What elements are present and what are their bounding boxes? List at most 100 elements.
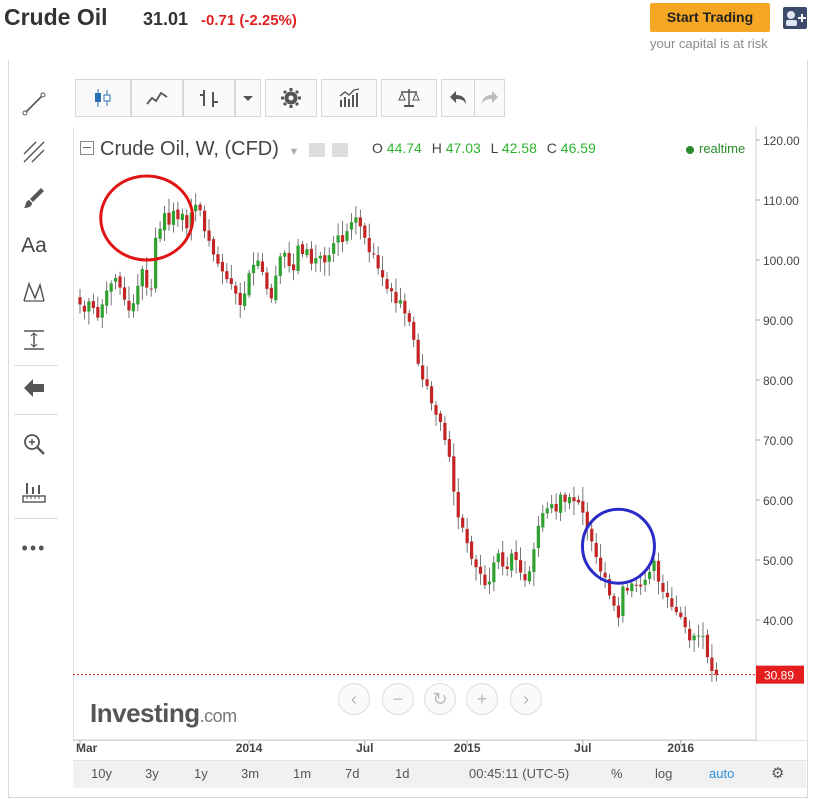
- zoom-icon[interactable]: [14, 426, 54, 462]
- brush-icon[interactable]: [14, 180, 54, 216]
- undo-icon[interactable]: [441, 79, 475, 117]
- candle-body: [634, 584, 638, 586]
- candle-body: [607, 579, 612, 596]
- candle-body: [78, 297, 82, 305]
- settings-icon[interactable]: [265, 79, 317, 117]
- candle-body: [590, 528, 594, 542]
- candle-body: [332, 243, 336, 254]
- range-7d[interactable]: 7d: [345, 766, 360, 781]
- candle-body: [603, 572, 607, 578]
- candle-body: [323, 255, 327, 263]
- candle-body: [287, 252, 291, 266]
- close-label: C: [546, 140, 557, 156]
- last-price: 31.01: [143, 9, 189, 29]
- range-3m[interactable]: 3m: [241, 766, 260, 781]
- candle-body: [318, 255, 322, 259]
- fib-icon[interactable]: [14, 134, 54, 170]
- candle-body: [510, 553, 514, 571]
- candle-body: [127, 300, 131, 311]
- candle-body: [674, 606, 678, 613]
- candle-body: [594, 542, 598, 557]
- candle-body: [389, 288, 394, 292]
- compare-icon[interactable]: [381, 79, 437, 117]
- zoom-in-button[interactable]: +: [466, 683, 498, 715]
- percent-toggle[interactable]: %: [611, 766, 623, 781]
- risk-note: your capital is at risk: [650, 36, 768, 51]
- realtime-label: realtime: [699, 141, 746, 156]
- candle-body: [496, 553, 500, 563]
- candle-body: [162, 213, 167, 231]
- trend-line-icon[interactable]: [14, 86, 54, 122]
- candle-body: [136, 285, 140, 305]
- candle-body: [154, 237, 158, 289]
- pattern-icon[interactable]: [14, 274, 54, 310]
- candle-body: [518, 560, 523, 573]
- candle-body: [265, 272, 269, 289]
- candle-body: [349, 222, 354, 230]
- candle-body: [185, 215, 189, 229]
- candle-body: [256, 260, 260, 267]
- bar-chart-icon[interactable]: [183, 79, 235, 117]
- candle-body: [554, 503, 558, 512]
- candle-body: [514, 551, 518, 560]
- range-3y[interactable]: 3y: [145, 766, 159, 781]
- candle-body: [354, 217, 358, 223]
- y-tick-label: 70.00: [763, 434, 793, 448]
- scroll-left-button[interactable]: ‹: [338, 683, 370, 715]
- candle-body: [705, 634, 710, 658]
- reset-button[interactable]: ↻: [424, 683, 456, 715]
- legend-dropdown-icon[interactable]: ▼: [288, 146, 300, 158]
- candle-body: [536, 525, 540, 549]
- candle-body: [167, 212, 171, 225]
- candle-body: [381, 270, 385, 278]
- ruler-icon[interactable]: [14, 474, 54, 510]
- candle-body: [630, 583, 634, 592]
- collapse-icon[interactable]: [80, 141, 94, 155]
- line-chart-icon[interactable]: [131, 79, 183, 117]
- start-trading-button[interactable]: Start Trading: [650, 3, 770, 32]
- range-10y[interactable]: 10y: [91, 766, 112, 781]
- candle-body: [710, 657, 714, 671]
- indicators-icon[interactable]: [321, 79, 377, 117]
- gear-icon[interactable]: ⚙: [771, 765, 785, 782]
- legend-settings-icon[interactable]: [332, 142, 349, 157]
- candle-body: [612, 596, 616, 606]
- candle-body: [234, 285, 238, 294]
- candle-body: [327, 255, 331, 262]
- measure-icon[interactable]: [14, 322, 54, 358]
- range-1y[interactable]: 1y: [194, 766, 208, 781]
- more-icon[interactable]: •••: [21, 537, 47, 558]
- range-1m[interactable]: 1m: [293, 766, 312, 781]
- log-toggle[interactable]: log: [655, 766, 673, 781]
- candle-body: [483, 574, 487, 586]
- candle-body: [474, 559, 478, 568]
- text-icon[interactable]: Aa: [21, 234, 47, 257]
- zoom-out-button[interactable]: −: [382, 683, 414, 715]
- scroll-right-button[interactable]: ›: [510, 683, 542, 715]
- high-value: 47.03: [445, 140, 481, 156]
- range-1d[interactable]: 1d: [395, 766, 410, 781]
- candle-body: [211, 239, 216, 255]
- low-value: 42.58: [501, 140, 537, 156]
- candle-body: [171, 210, 176, 225]
- legend-eye-icon[interactable]: [308, 142, 325, 157]
- dropdown-arrow-icon[interactable]: [235, 79, 261, 117]
- candle-body: [599, 557, 603, 572]
- legend-symbol: Crude Oil, W, (CFD): [100, 138, 279, 160]
- clock: 00:45:11 (UTC-5): [469, 766, 570, 781]
- header: Crude Oil 31.01 -0.71 (-2.25%) Start Tra…: [0, 0, 814, 60]
- candle-body: [385, 279, 389, 289]
- candle-body: [692, 635, 696, 641]
- y-tick-label: 110.00: [763, 194, 799, 208]
- candle-body: [278, 256, 282, 276]
- add-to-portfolio-icon[interactable]: [783, 7, 807, 29]
- last-price-box: [756, 665, 804, 684]
- auto-toggle[interactable]: auto: [709, 766, 735, 781]
- candle-body: [109, 283, 113, 292]
- candlestick-icon[interactable]: [75, 79, 131, 117]
- candle-body: [131, 303, 135, 312]
- open-value: 44.74: [386, 140, 422, 156]
- back-arrow-icon[interactable]: [14, 370, 54, 406]
- redo-icon[interactable]: [475, 79, 505, 117]
